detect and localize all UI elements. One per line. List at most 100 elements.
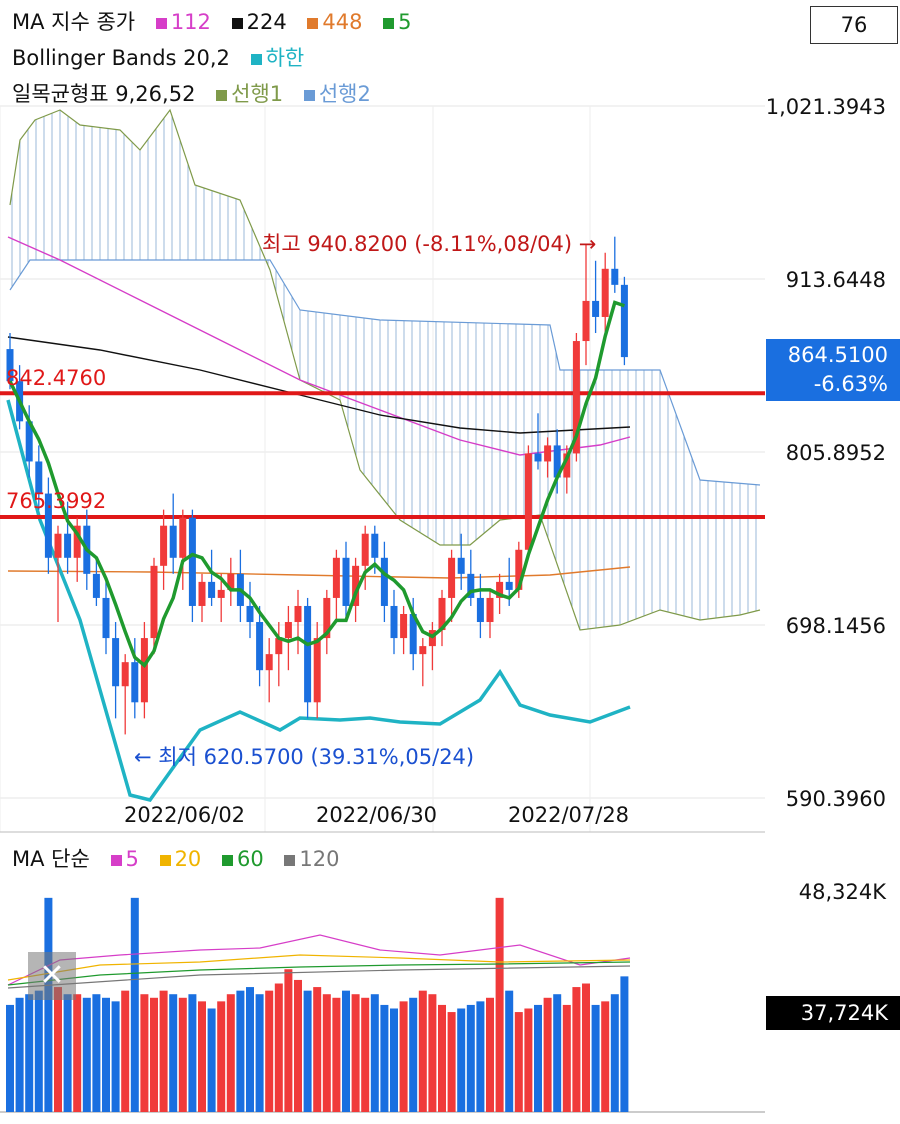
candle-body [64,533,72,558]
volume-bar [92,994,101,1112]
volume-bar [255,994,264,1112]
swatch-span1 [216,89,228,101]
candle-body [572,341,580,454]
annotation-low: ← 최저 620.5700 (39.31%,05/24) [134,745,475,769]
swatch-112 [155,17,167,29]
volume-bar [438,1004,446,1112]
volume-bar [217,1001,226,1112]
price-tick-3: 698.1456 [785,614,886,638]
volume-ma120-line [7,965,631,989]
volume-bar [361,997,370,1112]
swatch-v60 [221,854,233,866]
legend-ma-112: 112 [170,10,211,34]
candle-body [179,517,187,558]
volume-bar [534,1004,542,1112]
volume-bar [370,994,379,1112]
ichimoku-cloud [10,110,760,630]
volume-bar [524,1008,533,1112]
candle-body [563,453,571,478]
volume-bar [562,1004,571,1112]
volume-bar [169,994,178,1112]
candle-body [592,300,600,317]
candle-body [44,493,52,558]
candle-body [361,533,369,566]
candle-body [6,349,14,382]
date-tick-0: 2022/06/02 [124,803,246,827]
legend-volume-5: 5 [125,847,139,871]
candle-body [294,605,302,623]
candle-body [256,622,264,671]
volume-bar [121,990,130,1112]
legend-ma-5: 5 [398,10,412,34]
legend-bollinger: Bollinger Bands 20,2 하한 [12,42,308,72]
volume-ma20-line [7,954,631,981]
date-tick-2: 2022/07/28 [508,803,630,827]
volume-bar [15,997,24,1112]
legend-ichimoku-span1: 선행1 [231,82,284,106]
close-icon[interactable]: ✕ [28,952,76,1000]
bollinger-lower-line [6,399,631,802]
volume-bar [34,990,43,1112]
price-tick-2: 805.8952 [785,441,886,465]
swatch-448 [307,17,319,29]
volume-bar [274,983,283,1112]
volume-bar [294,979,302,1112]
volume-bar [322,994,331,1112]
volume-bar [351,994,360,1112]
candle-body [131,662,139,703]
ichimoku-span2-line [9,259,761,486]
volume-bar [159,990,168,1112]
volume-bar [380,1004,389,1112]
price-tick-1: 913.6448 [785,268,886,292]
candle-body [524,453,532,550]
ma-448-line [7,566,631,579]
volume-bar [342,990,350,1112]
counter-box[interactable]: 76 [810,6,898,44]
volume-bar [44,897,53,1112]
volume-bar [303,990,312,1112]
counter-value: 76 [840,13,868,37]
volume-bar [514,1012,523,1112]
swatch-v5 [110,854,122,866]
volume-bar [582,983,590,1112]
volume-bar [543,997,552,1112]
candle-body [73,525,81,558]
candle-body [419,646,427,655]
volume-bar [6,1004,14,1112]
volume-bar [63,994,72,1112]
candle-body [438,597,446,631]
candle-body [400,613,408,639]
candle-body [390,605,398,639]
candle-body [140,638,148,703]
legend-ma-title: MA 지수 종가 [12,10,136,34]
candle-body [352,565,360,606]
volume-bar [466,1004,475,1112]
candle-body [409,613,417,655]
volume-bar [601,1001,610,1112]
candle-body [380,557,388,606]
candle-body [112,638,120,687]
volume-bar [390,1008,398,1112]
candle-body [275,638,283,655]
volume-bar [399,1001,408,1112]
annotation-high: 최고 940.8200 (-8.11%,08/04) → [262,232,597,256]
candle-body [486,597,494,623]
level-label-lower: 765.3992 [6,489,107,513]
price-tick-4: 590.3960 [785,787,886,811]
volume-bar [332,997,341,1112]
volume-bar [140,994,149,1112]
volume-bar [486,997,494,1112]
volume-ma5-line [7,934,631,986]
candle-body [246,605,254,623]
level-label-upper: 842.4760 [6,366,107,390]
volume-current-value: 37,724K [800,1001,888,1025]
ma-224-line [7,336,631,434]
date-tick-1: 2022/06/30 [316,803,438,827]
volume-bar [553,994,562,1112]
volume-bar [82,997,91,1112]
current-price-value: 864.5100 [787,343,888,367]
volume-ma60-line [7,961,631,986]
swatch-lower [250,53,262,65]
candle-body [304,605,312,703]
